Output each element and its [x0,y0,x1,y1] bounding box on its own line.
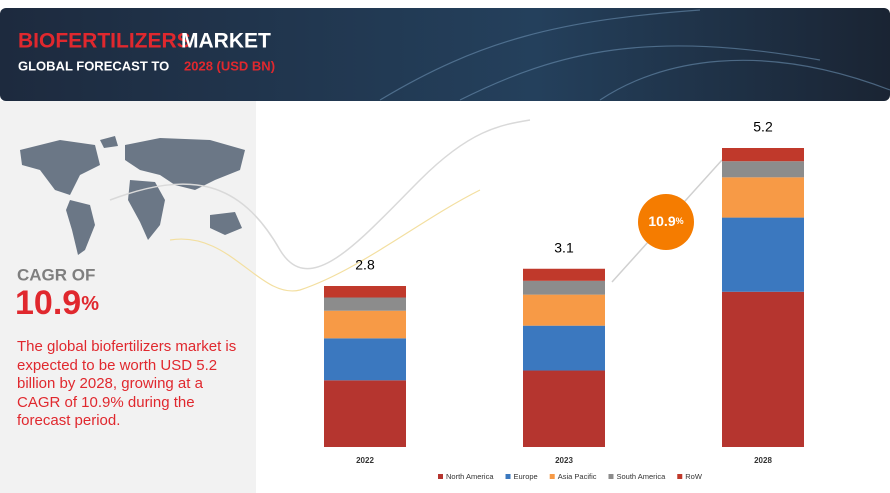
total-label: 2.8 [355,257,375,273]
bar-segment [722,291,804,447]
header-band [0,8,890,101]
subtitle-part2: 2028 (USD BN) [184,58,275,73]
title-part1: BIOFERTILIZERS [18,30,191,53]
x-tick-label: 2028 [754,456,772,465]
cagr-badge-number: 10.9 [648,213,675,229]
cagr-value: 10.9% [15,284,99,322]
bar-segment [324,310,406,339]
bar-segment [523,294,605,326]
legend-label: North America [446,472,494,481]
cagr-number: 10.9 [15,284,81,322]
description: The global biofertilizers market is expe… [17,338,237,429]
legend-label: RoW [685,472,703,481]
cagr-badge-label: 10.9% [648,213,683,229]
x-tick-label: 2022 [356,456,374,465]
total-label: 3.1 [554,239,574,255]
header-decoration [379,9,890,101]
legend-label: South America [616,472,666,481]
bar-segment [722,161,804,178]
legend-label: Europe [514,472,538,481]
legend-label: Asia Pacific [558,472,597,481]
legend-swatch [608,474,614,479]
bar-segment [523,280,605,295]
legend-swatch [549,474,555,479]
decorative-curve [169,189,481,292]
bar-segment [324,297,406,311]
x-tick-label: 2023 [555,456,573,465]
bar-segment [523,325,605,371]
world-map [20,136,245,255]
bar-segment [324,380,406,447]
cagr-label: CAGR OF [17,265,95,284]
subtitle-part1: GLOBAL FORECAST TO [18,58,169,73]
decorative-curve [109,119,531,270]
cagr-badge-unit: % [676,216,684,226]
bar-segment [722,217,804,292]
title-part2: MARKET [181,30,271,53]
bar-segment [523,370,605,447]
bar-segment [324,338,406,381]
total-label: 5.2 [753,119,773,135]
bar-segment [722,148,804,162]
legend-swatch [438,474,443,479]
bar-segment [324,286,406,298]
legend-swatch [677,474,683,479]
legend-swatch [505,474,511,479]
bar-segment [722,177,804,218]
cagr-unit: % [81,293,99,315]
bar-segment [523,268,605,281]
cagr-badge [638,194,694,250]
